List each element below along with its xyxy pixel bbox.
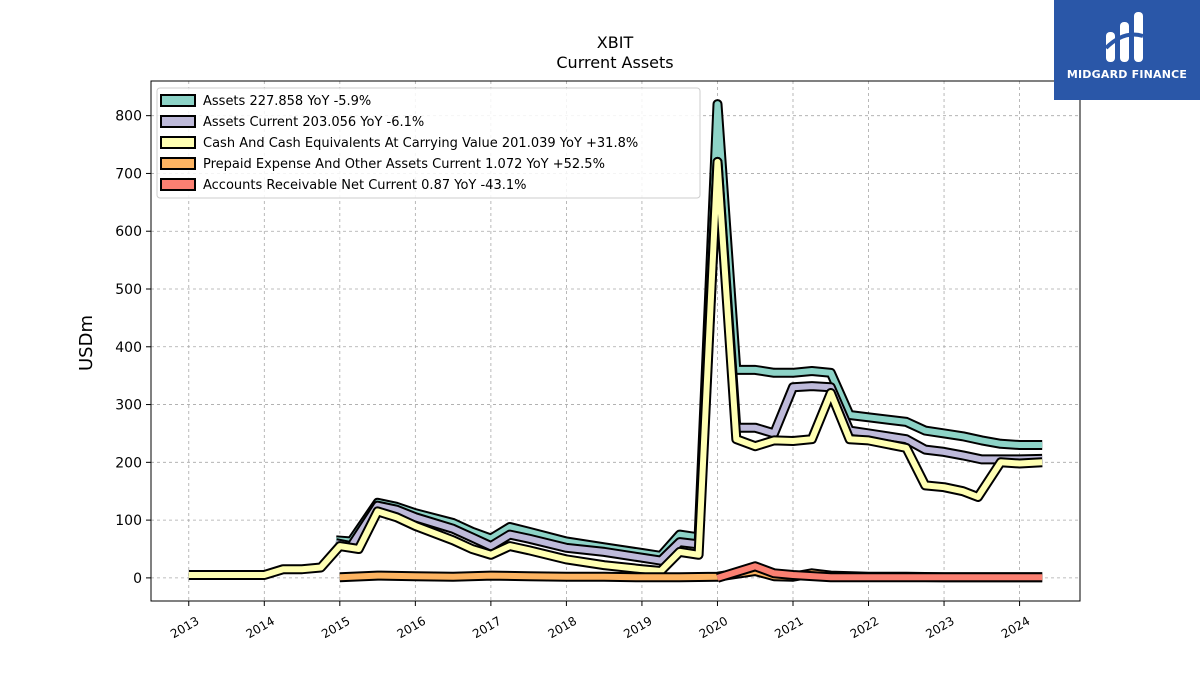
x-axis-ticks: 2013 2014 2015 2016 2017 2018 2019 2020 2021 2022… — [168, 601, 1032, 641]
x-tick-label: 2017 — [470, 614, 503, 641]
y-tick-label: 700 — [115, 166, 142, 182]
x-tick-label: 2016 — [395, 614, 428, 641]
series-line-4 — [716, 563, 1043, 581]
series-layer — [188, 99, 1043, 583]
series-outline-1 — [335, 156, 1043, 566]
legend-swatch-4 — [160, 178, 196, 191]
y-axis-ticks: 0 100 200 300 400 500 600 700 800 — [115, 109, 151, 587]
legend-label-0: Assets 227.858 YoY -5.9% — [203, 94, 371, 109]
legend-label-4: Accounts Receivable Net Current 0.87 YoY… — [203, 178, 526, 193]
y-tick-label: 200 — [115, 455, 142, 471]
x-tick-label: 2019 — [621, 614, 654, 641]
y-tick-label: 500 — [115, 282, 142, 298]
series-outline-2 — [188, 156, 1043, 580]
legend-label-2: Cash And Cash Equivalents At Carrying Va… — [203, 136, 638, 151]
x-tick-label: 2021 — [772, 614, 805, 641]
chart-subtitle: Current Assets — [556, 53, 673, 72]
series-line-1 — [335, 158, 1043, 564]
legend-swatch-0 — [160, 94, 196, 107]
legend-label-1: Assets Current 203.056 YoY -6.1% — [203, 115, 424, 130]
brand-logo-icon — [1104, 12, 1144, 62]
brand-logo: MIDGARD FINANCE — [1054, 0, 1200, 100]
legend-label-3: Prepaid Expense And Other Assets Current… — [203, 157, 605, 172]
y-tick-label: 0 — [133, 571, 142, 587]
legend-swatch-1 — [160, 115, 196, 128]
x-tick-label: 2023 — [923, 614, 956, 641]
x-tick-label: 2014 — [244, 614, 277, 641]
x-tick-label: 2018 — [546, 614, 579, 641]
x-tick-label: 2024 — [999, 614, 1032, 641]
y-axis-label: USDm — [76, 315, 97, 371]
y-tick-label: 300 — [115, 398, 142, 414]
plot-frame — [150, 80, 1081, 602]
x-tick-label: 2020 — [697, 614, 730, 641]
x-tick-label: 2015 — [319, 614, 352, 641]
y-tick-label: 600 — [115, 224, 142, 240]
brand-name: MIDGARD FINANCE — [1066, 68, 1188, 81]
legend: Assets 227.858 YoY -5.9% Assets Current 2… — [156, 87, 701, 199]
y-tick-label: 100 — [115, 513, 142, 529]
legend-box — [156, 87, 701, 199]
legend-swatch-3 — [160, 157, 196, 170]
x-tick-label: 2013 — [168, 614, 201, 641]
y-tick-label: 800 — [115, 109, 142, 125]
series-line-0 — [335, 101, 1043, 559]
y-tick-label: 400 — [115, 340, 142, 356]
series-line-2 — [188, 158, 1043, 578]
x-tick-label: 2022 — [848, 614, 881, 641]
legend-swatch-2 — [160, 136, 196, 149]
chart-title: XBIT — [597, 33, 634, 52]
